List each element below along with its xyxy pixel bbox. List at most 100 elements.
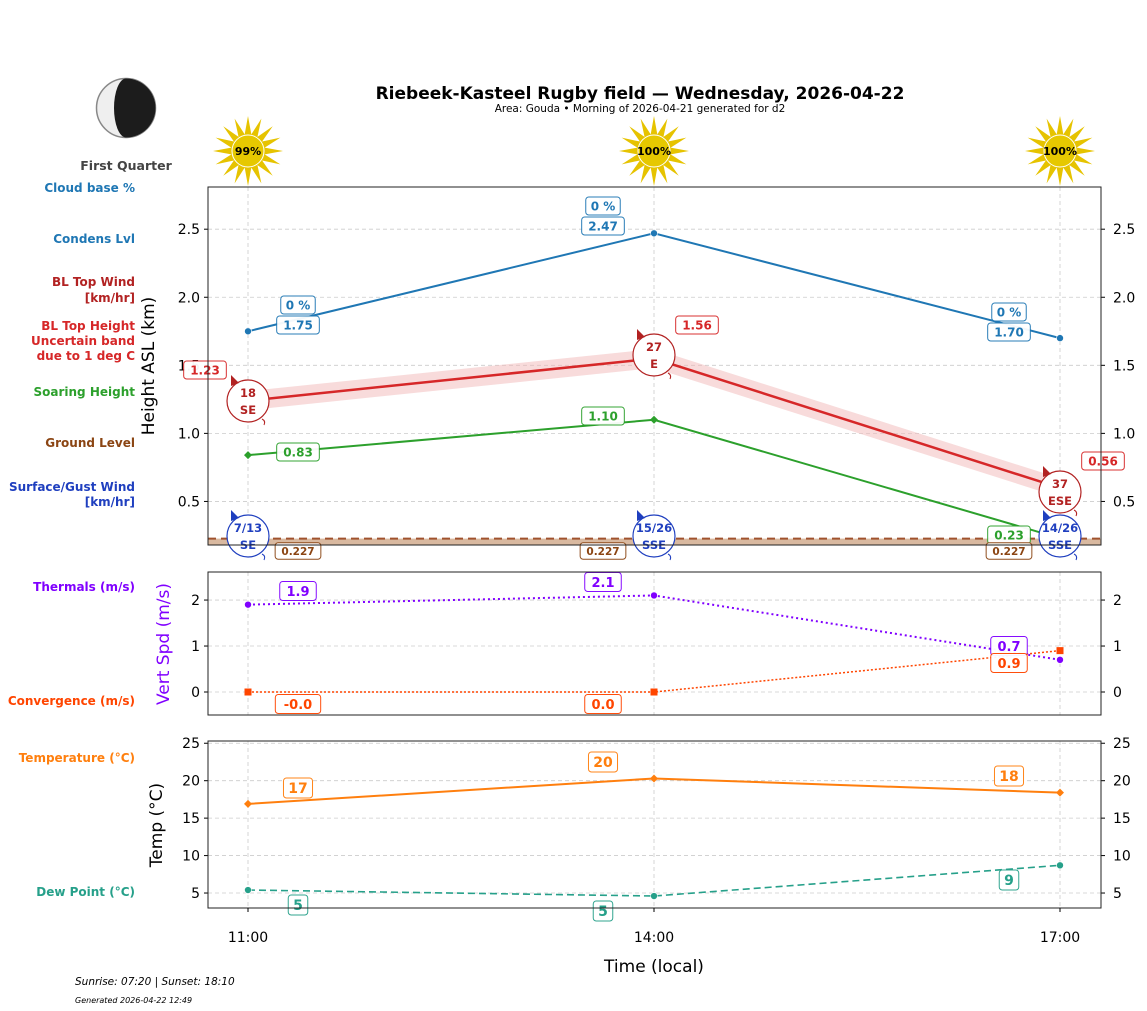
wind-direction-label: ESE: [1048, 494, 1072, 508]
dew-point-point: [1056, 861, 1064, 870]
y-tick-label: 10: [182, 849, 200, 865]
x-tick-label: 14:00: [634, 930, 674, 946]
cloud-base-label-box: [585, 196, 621, 216]
ground-level-label-box: [985, 542, 1033, 560]
sun-core: [1043, 134, 1077, 168]
y-tick-label: 5: [191, 886, 200, 902]
dew-point-point: [244, 886, 252, 894]
row-label: Convergence (m/s): [8, 694, 135, 708]
wind-speed-label: 18: [240, 386, 256, 400]
wind-arrow-icon: [231, 375, 239, 386]
wind-tail: [1073, 509, 1078, 517]
convergence-label: 0.9: [997, 657, 1020, 672]
wind-direction-label: E: [650, 357, 658, 371]
y-tick-label: 25: [182, 736, 200, 752]
y-tick-label: 2.5: [178, 222, 200, 238]
panel-frame: [207, 571, 1102, 716]
row-label: BL Top Height: [41, 319, 135, 333]
temperature-label-box: [993, 765, 1025, 787]
wind-tail: [261, 553, 266, 561]
y-tick-label-right: 1: [1113, 639, 1122, 655]
y-tick-label-right: 2.5: [1113, 222, 1135, 238]
y-axis-label: Height ASL (km): [139, 297, 159, 436]
generated-time: Generated 2026-04-22 12:49: [75, 996, 192, 1005]
y-tick-label-right: 2: [1113, 593, 1122, 609]
temperature-label: 17: [288, 781, 307, 797]
ground-level-label-box: [579, 542, 627, 560]
y-tick-label-right: 1.5: [1113, 358, 1135, 374]
ground-level-label: 0.227: [992, 546, 1025, 558]
y-tick-label: 2: [191, 593, 200, 609]
wind-circle: [1038, 514, 1082, 558]
y-axis-label: Temp (°C): [147, 783, 167, 868]
soaring-height-point: [650, 415, 658, 424]
dew-point-label: 5: [598, 904, 608, 920]
chart-subtitle: Area: Gouda • Morning of 2026-04-21 gene…: [495, 103, 786, 115]
dew-point-line: [247, 864, 1061, 897]
cloud-base-label: 0 %: [997, 305, 1022, 319]
thermals-label-box: [279, 581, 317, 601]
convergence-label: -0.0: [284, 698, 312, 713]
wind-tail: [667, 553, 672, 561]
temperature-label: 20: [593, 755, 613, 771]
row-label: Surface/Gust Wind: [9, 480, 135, 494]
wind-speed-label: 7/13: [234, 521, 262, 535]
soaring-height-label: 1.10: [588, 409, 618, 423]
y-tick-label-right: 5: [1113, 886, 1122, 902]
y-tick-label: 1: [191, 639, 200, 655]
sun-icon: 99%: [213, 116, 283, 186]
y-tick-label-right: 10: [1113, 849, 1131, 865]
moon-first-quarter-icon: [95, 77, 157, 139]
convergence-label-box: [584, 694, 622, 714]
soaring-height-label: 0.23: [994, 528, 1024, 542]
wind-barb-icon: 37 ESE: [1038, 466, 1082, 517]
condensation-level-point: [1056, 334, 1064, 342]
temperature-point: [244, 799, 252, 808]
dew-point-label: 9: [1004, 873, 1014, 889]
temperature-label-box: [282, 777, 314, 799]
wind-barb-icon: 27 E: [632, 329, 676, 380]
bl-top-uncertainty-band: [248, 348, 1060, 498]
wind-speed-label: 27: [646, 340, 662, 354]
chart-title: Riebeek-Kasteel Rugby field — Wednesday,…: [376, 84, 905, 104]
thermals-label: 0.7: [997, 640, 1020, 655]
wind-speed-label: 15/26: [636, 521, 672, 535]
sun-percent-label: 99%: [235, 145, 261, 158]
x-tick-label: 17:00: [1040, 930, 1080, 946]
row-label: BL Top Wind: [52, 275, 135, 289]
sun-core: [637, 134, 671, 168]
panel-frame: [207, 186, 1102, 546]
sun-icon: 100%: [1025, 116, 1095, 186]
convergence-point: [650, 688, 658, 696]
dew-point-label-box: [998, 869, 1020, 891]
sun-core: [231, 134, 265, 168]
wind-tail: [1073, 553, 1078, 561]
condens-level-label-box: [987, 322, 1031, 342]
ground-level-label: 0.227: [281, 546, 314, 558]
y-tick-label: 0.5: [178, 494, 200, 510]
row-label: Ground Level: [45, 436, 135, 450]
bl-top-label: 1.56: [682, 318, 712, 332]
dew-point-label-box: [592, 900, 614, 922]
bl-top-label-box: [675, 315, 719, 335]
wind-circle: [226, 379, 270, 423]
thermals-label: 1.9: [286, 585, 309, 600]
temperature-point: [1056, 788, 1064, 797]
row-label: Soaring Height: [34, 385, 136, 399]
convergence-point: [244, 688, 252, 696]
y-tick-label-right: 25: [1113, 736, 1131, 752]
y-axis-label: Vert Spd (m/s): [154, 583, 174, 705]
row-label: [km/hr]: [85, 291, 135, 305]
y-tick-label-right: 2.0: [1113, 290, 1135, 306]
dew-point-point: [650, 892, 658, 900]
y-tick-label: 20: [182, 774, 200, 790]
row-label: due to 1 deg C: [37, 349, 136, 363]
y-tick-label: 2.0: [178, 290, 200, 306]
thermals-point: [650, 591, 658, 600]
wind-speed-label: 37: [1052, 477, 1068, 491]
wind-speed-label: 14/26: [1042, 521, 1078, 535]
sun-percent-label: 100%: [637, 145, 671, 158]
